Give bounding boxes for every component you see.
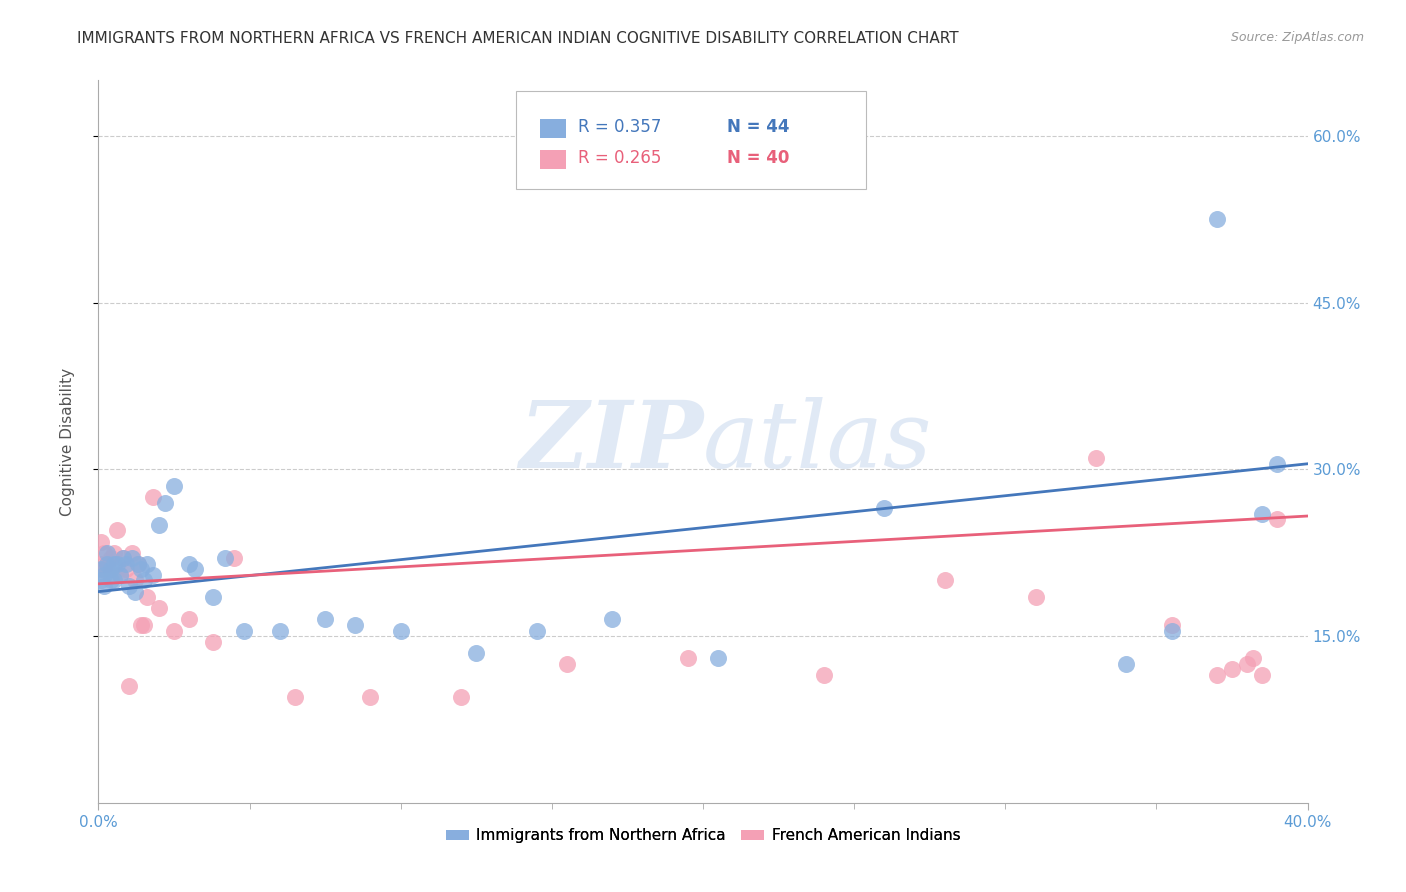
Point: [114, 557, 136, 571]
Text: ZIP: ZIP: [519, 397, 703, 486]
Point: [132, 574, 155, 588]
Point: [1206, 668, 1229, 682]
Point: [129, 618, 152, 632]
Point: [127, 557, 149, 571]
Point: [1236, 657, 1258, 671]
Point: [1241, 651, 1264, 665]
Point: [284, 690, 307, 705]
Point: [121, 551, 143, 566]
Point: [90, 557, 112, 571]
Point: [111, 551, 134, 566]
Text: N = 40: N = 40: [727, 149, 790, 168]
Point: [602, 612, 624, 626]
Point: [93, 562, 115, 576]
Point: [90, 534, 112, 549]
Point: [232, 624, 254, 638]
Point: [148, 601, 170, 615]
Point: [103, 546, 125, 560]
Point: [93, 579, 115, 593]
Point: [1024, 590, 1046, 604]
Point: [127, 557, 149, 571]
Point: [202, 590, 225, 604]
Text: Source: ZipAtlas.com: Source: ZipAtlas.com: [1230, 31, 1364, 45]
Point: [1206, 212, 1229, 227]
Point: [269, 624, 291, 638]
Point: [1160, 618, 1182, 632]
Text: R = 0.265: R = 0.265: [578, 149, 662, 168]
Point: [132, 618, 155, 632]
Point: [389, 624, 412, 638]
Point: [108, 568, 131, 582]
Point: [105, 524, 128, 538]
Point: [114, 562, 136, 576]
Point: [118, 679, 141, 693]
Point: [153, 496, 176, 510]
Point: [124, 584, 146, 599]
Point: [1115, 657, 1137, 671]
Point: [129, 562, 152, 576]
Point: [360, 690, 382, 705]
Text: N = 44: N = 44: [727, 119, 790, 136]
FancyBboxPatch shape: [540, 150, 567, 169]
Point: [142, 490, 165, 504]
Point: [148, 517, 170, 532]
Text: atlas: atlas: [703, 397, 932, 486]
Point: [224, 551, 246, 566]
Point: [108, 568, 131, 582]
Point: [676, 651, 699, 665]
Point: [163, 624, 186, 638]
Point: [142, 568, 165, 582]
Point: [314, 612, 336, 626]
Point: [103, 557, 125, 571]
Point: [873, 501, 896, 516]
Point: [90, 562, 112, 576]
Point: [100, 551, 122, 566]
Point: [1267, 457, 1289, 471]
Point: [93, 546, 115, 560]
Point: [934, 574, 956, 588]
Point: [118, 579, 141, 593]
Point: [135, 590, 157, 604]
Point: [184, 562, 207, 576]
Point: [96, 546, 118, 560]
Legend: Immigrants from Northern Africa, French American Indians: Immigrants from Northern Africa, French …: [440, 822, 966, 849]
Point: [1251, 507, 1274, 521]
Point: [1251, 668, 1274, 682]
Point: [163, 479, 186, 493]
Point: [450, 690, 472, 705]
Point: [526, 624, 548, 638]
FancyBboxPatch shape: [540, 119, 567, 138]
Point: [121, 546, 143, 560]
Point: [111, 551, 134, 566]
Text: IMMIGRANTS FROM NORTHERN AFRICA VS FRENCH AMERICAN INDIAN COGNITIVE DISABILITY C: IMMIGRANTS FROM NORTHERN AFRICA VS FRENC…: [77, 31, 959, 46]
Point: [105, 557, 128, 571]
Text: R = 0.357: R = 0.357: [578, 119, 662, 136]
Point: [202, 634, 225, 648]
FancyBboxPatch shape: [516, 91, 866, 189]
Point: [124, 574, 146, 588]
Point: [100, 562, 122, 576]
Point: [135, 557, 157, 571]
Point: [707, 651, 730, 665]
Point: [100, 574, 122, 588]
Point: [179, 612, 201, 626]
Point: [813, 668, 835, 682]
Point: [96, 557, 118, 571]
Point: [1220, 662, 1243, 676]
Point: [96, 557, 118, 571]
Point: [103, 574, 125, 588]
Point: [344, 618, 367, 632]
Point: [1160, 624, 1182, 638]
Point: [555, 657, 578, 671]
Point: [93, 568, 115, 582]
Y-axis label: Cognitive Disability: Cognitive Disability: [60, 368, 75, 516]
Point: [465, 646, 488, 660]
Point: [90, 574, 112, 588]
Point: [214, 551, 236, 566]
Point: [179, 557, 201, 571]
Point: [1085, 451, 1108, 466]
Point: [1267, 512, 1289, 526]
